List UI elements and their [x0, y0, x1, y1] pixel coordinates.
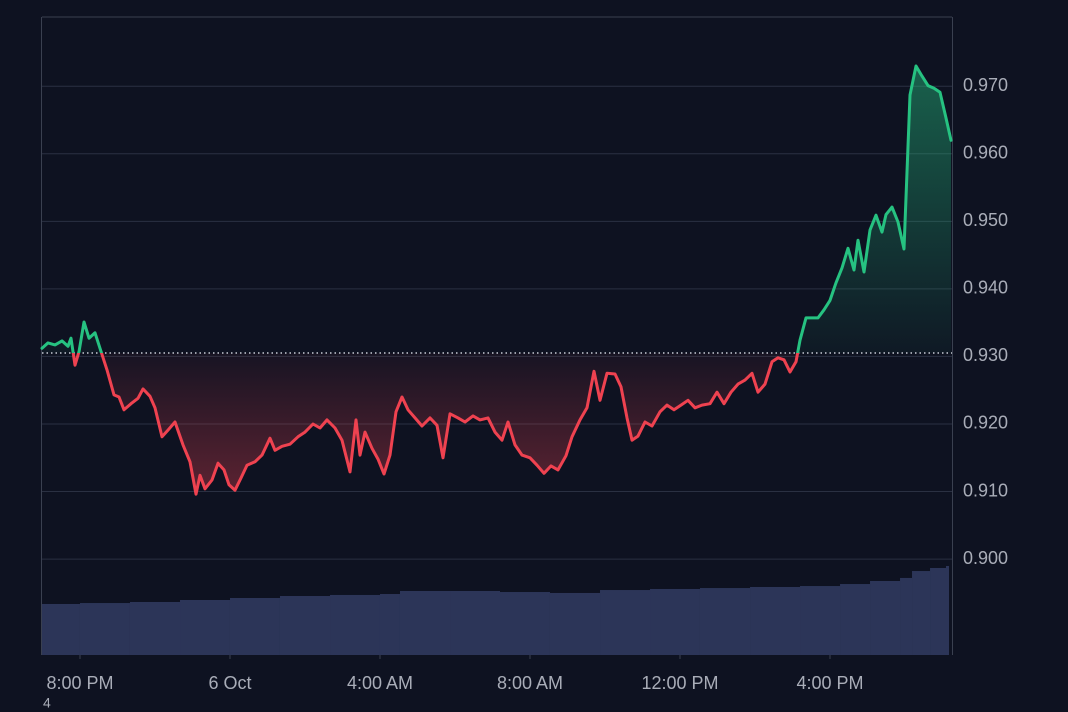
- volume-bar: [650, 588, 700, 655]
- x-tick-label: 12:00 PM: [641, 673, 718, 693]
- y-tick-label: 0.930: [963, 345, 1008, 365]
- x-tick-label: 4:00 AM: [347, 673, 413, 693]
- volume-bar: [945, 565, 949, 655]
- price-line: [40, 64, 953, 496]
- volume-bar: [699, 588, 751, 655]
- volume-bar: [229, 598, 280, 655]
- volume-bar: [279, 596, 331, 655]
- y-tick-label: 0.970: [963, 75, 1008, 95]
- volume-bar: [549, 592, 601, 655]
- x-tick-label: 8:00 AM: [497, 673, 563, 693]
- volume-bar: [750, 586, 801, 655]
- volume-bar: [399, 590, 451, 655]
- volume-bar: [600, 590, 651, 655]
- y-tick-label: 0.950: [963, 210, 1008, 230]
- y-tick-label: 0.910: [963, 480, 1008, 500]
- volume-bar: [800, 586, 841, 655]
- volume-bar: [870, 580, 901, 655]
- y-tick-label: 0.900: [963, 548, 1008, 568]
- volume-bar: [450, 590, 501, 655]
- volume-bar: [180, 599, 230, 655]
- volume-bar: [900, 577, 913, 655]
- price-area: [42, 66, 951, 495]
- volume-bar: [330, 594, 380, 655]
- volume-bar: [379, 594, 400, 655]
- x-tick-label: 4:00 PM: [796, 673, 863, 693]
- volume-bar: [42, 603, 80, 655]
- footer-text: 4: [43, 695, 51, 711]
- volume-bar: [912, 571, 931, 655]
- y-tick-label: 0.960: [963, 143, 1008, 163]
- volume-bar: [930, 567, 946, 655]
- y-tick-label: 0.940: [963, 278, 1008, 298]
- volume-bar: [79, 603, 130, 655]
- x-tick-label: 6 Oct: [208, 673, 251, 693]
- x-tick-label: 8:00 PM: [46, 673, 113, 693]
- volume-bar: [500, 592, 550, 655]
- y-tick-label: 0.920: [963, 413, 1008, 433]
- volume-bar: [129, 601, 181, 655]
- volume-bar: [840, 584, 871, 655]
